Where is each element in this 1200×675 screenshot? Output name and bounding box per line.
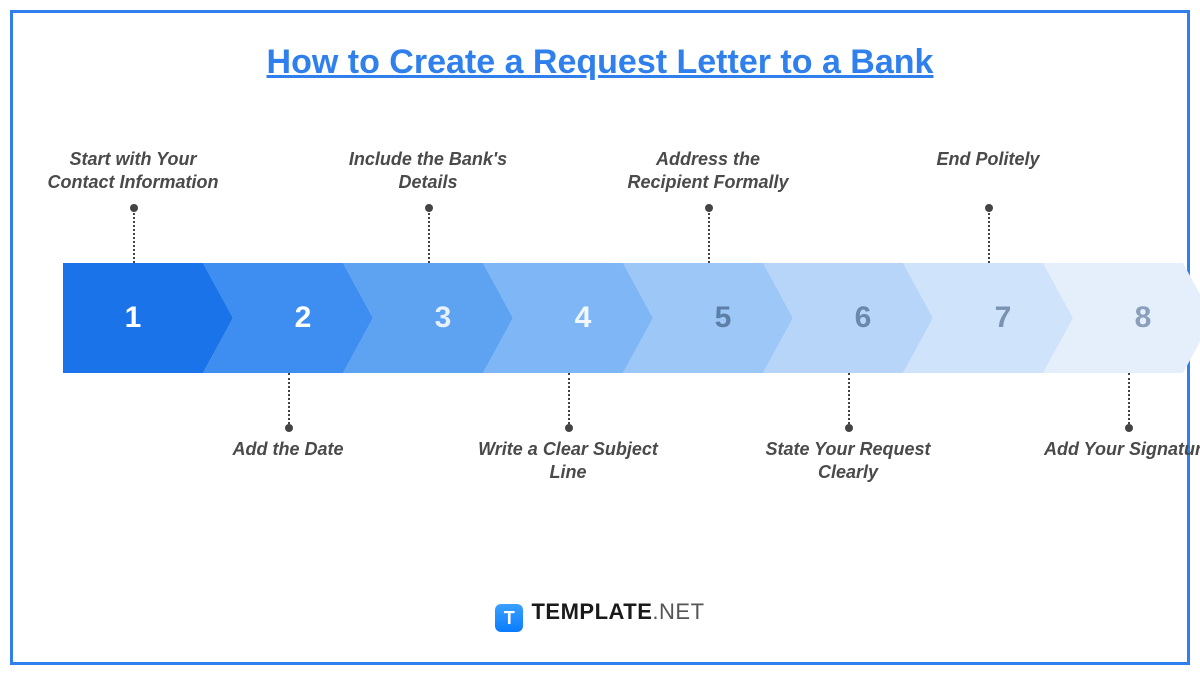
- connector-dot: [1125, 424, 1133, 432]
- step-number: 7: [933, 263, 1073, 373]
- logo-suffix: .NET: [652, 599, 704, 624]
- outer-frame: How to Create a Request Letter to a Bank…: [10, 10, 1190, 665]
- connector-dot: [425, 204, 433, 212]
- step-number: 2: [233, 263, 373, 373]
- step-number: 4: [513, 263, 653, 373]
- step-label: State Your Request Clearly: [753, 438, 943, 485]
- step-label: End Politely: [893, 148, 1083, 171]
- step-label: Add Your Signature: [1033, 438, 1200, 461]
- connector-dot: [845, 424, 853, 432]
- connector: [848, 373, 850, 428]
- step-label: Address the Recipient Formally: [613, 148, 803, 195]
- logo-icon: T: [495, 604, 523, 632]
- step-number: 8: [1073, 263, 1200, 373]
- step-number: 5: [653, 263, 793, 373]
- step-number: 3: [373, 263, 513, 373]
- footer-logo: T TEMPLATE.NET: [13, 599, 1187, 633]
- connector-dot: [985, 204, 993, 212]
- connector-dot: [285, 424, 293, 432]
- chevron-chart: 12345678: [63, 263, 1163, 373]
- connector: [568, 373, 570, 428]
- step-label: Start with Your Contact Information: [38, 148, 228, 195]
- step-label: Write a Clear Subject Line: [473, 438, 663, 485]
- connector: [428, 208, 430, 263]
- page-title: How to Create a Request Letter to a Bank: [13, 43, 1187, 82]
- logo-brand: TEMPLATE: [531, 599, 652, 624]
- step-number: 6: [793, 263, 933, 373]
- step-label: Add the Date: [193, 438, 383, 461]
- connector-dot: [705, 204, 713, 212]
- connector: [988, 208, 990, 263]
- connector-dot: [130, 204, 138, 212]
- step-number: 1: [63, 263, 203, 373]
- connector: [288, 373, 290, 428]
- connector: [133, 208, 135, 263]
- chevron-step-1: 1: [63, 263, 233, 373]
- connector: [708, 208, 710, 263]
- step-label: Include the Bank's Details: [333, 148, 523, 195]
- connector-dot: [565, 424, 573, 432]
- connector: [1128, 373, 1130, 428]
